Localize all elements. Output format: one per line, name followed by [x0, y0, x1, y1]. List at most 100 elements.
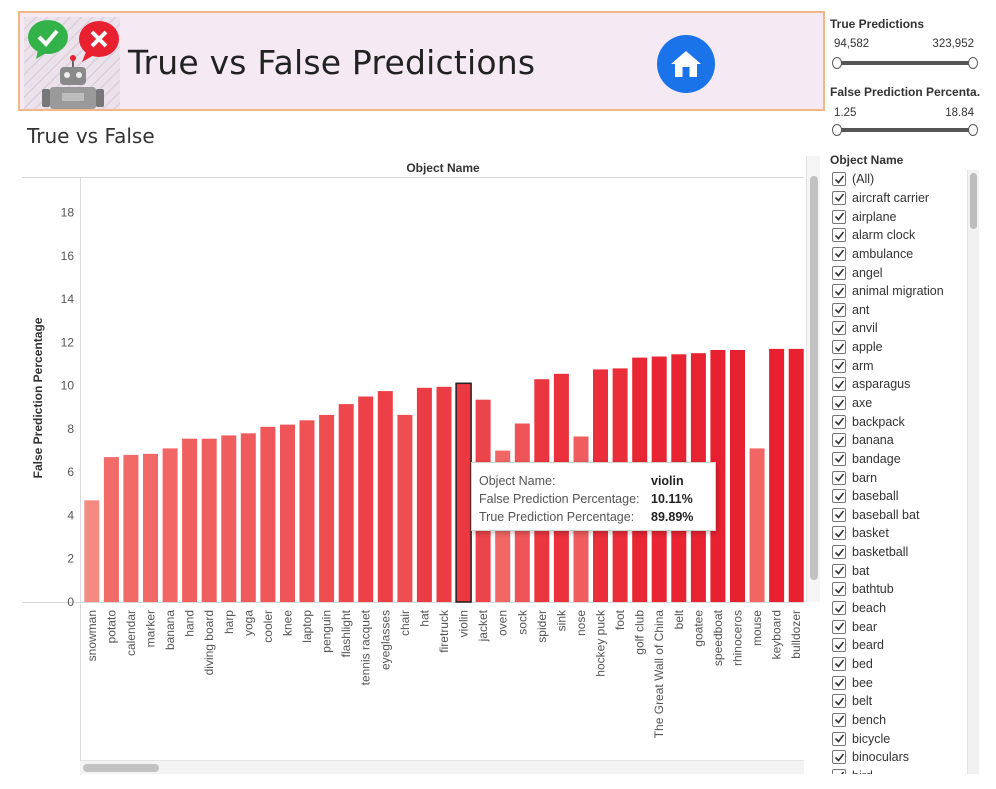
bar-potato[interactable] [103, 457, 119, 602]
object-filter-item[interactable]: bench [832, 711, 968, 730]
object-filter-item[interactable]: airplane [832, 207, 968, 226]
bar-chair[interactable] [397, 414, 413, 602]
checkbox-checked-icon[interactable] [832, 656, 846, 671]
slider-max-handle[interactable] [968, 124, 978, 136]
object-filter-item[interactable]: barn [832, 468, 968, 487]
bar-flashlight[interactable] [338, 404, 354, 602]
false-pct-slider[interactable] [832, 124, 978, 136]
checkbox-checked-icon[interactable] [832, 246, 846, 261]
checkbox-checked-icon[interactable] [832, 321, 846, 336]
object-filter-item[interactable]: baseball bat [832, 506, 968, 525]
bar-rhinoceros[interactable] [730, 350, 745, 602]
bar-hand[interactable] [182, 438, 198, 602]
checkbox-checked-icon[interactable] [832, 302, 846, 317]
bar-firetruck[interactable] [436, 386, 452, 602]
slider-min-handle[interactable] [832, 124, 842, 136]
bar-bulldozer[interactable] [788, 348, 804, 602]
bar-eyeglasses[interactable] [377, 391, 393, 602]
object-filter-item[interactable]: bear [832, 617, 968, 636]
bar-cooler[interactable] [260, 426, 276, 602]
object-filter-item[interactable]: alarm clock [832, 226, 968, 245]
object-filter-item[interactable]: aircraft carrier [832, 189, 968, 208]
bar-speedboat[interactable] [710, 350, 726, 602]
bar-hat[interactable] [416, 387, 432, 602]
chart-vertical-scrollbar[interactable] [806, 156, 820, 602]
checkbox-checked-icon[interactable] [832, 731, 846, 746]
object-filter-item[interactable]: (All) [832, 170, 968, 189]
bar-violin[interactable] [455, 382, 472, 603]
object-filter-item[interactable]: bat [832, 561, 968, 580]
object-filter-item[interactable]: belt [832, 692, 968, 711]
bar-penguin[interactable] [319, 414, 335, 602]
checkbox-checked-icon[interactable] [832, 340, 846, 355]
object-filter-item[interactable]: bandage [832, 450, 968, 469]
object-filter-item[interactable]: asparagus [832, 375, 968, 394]
object-filter-item[interactable]: ambulance [832, 245, 968, 264]
home-button[interactable] [657, 35, 715, 93]
object-list-scrollbar[interactable] [967, 170, 979, 774]
object-filter-item[interactable]: arm [832, 356, 968, 375]
checkbox-checked-icon[interactable] [832, 190, 846, 205]
checkbox-checked-icon[interactable] [832, 470, 846, 485]
checkbox-checked-icon[interactable] [832, 396, 846, 410]
checkbox-checked-icon[interactable] [832, 563, 846, 578]
checkbox-checked-icon[interactable] [832, 209, 846, 224]
checkbox-checked-icon[interactable] [832, 675, 846, 690]
bar-knee[interactable] [280, 424, 295, 602]
checkbox-checked-icon[interactable] [832, 172, 846, 187]
checkbox-checked-icon[interactable] [832, 712, 846, 727]
object-filter-item[interactable]: bee [832, 673, 968, 692]
bar-tennis-racquet[interactable] [358, 396, 374, 603]
object-filter-item[interactable]: apple [832, 338, 968, 357]
bar-diving-board[interactable] [201, 438, 217, 602]
checkbox-checked-icon[interactable] [832, 768, 846, 774]
object-filter-item[interactable]: axe [832, 394, 968, 413]
object-filter-item[interactable]: baseball [832, 487, 968, 506]
object-filter-item[interactable]: basket [832, 524, 968, 543]
checkbox-checked-icon[interactable] [832, 545, 846, 560]
bar-harp[interactable] [221, 435, 237, 602]
object-filter-item[interactable]: ant [832, 300, 968, 319]
checkbox-checked-icon[interactable] [832, 377, 846, 392]
object-filter-item[interactable]: bicycle [832, 729, 968, 748]
chart-horizontal-scrollbar[interactable] [80, 760, 804, 774]
bar-mouse[interactable] [749, 448, 765, 602]
checkbox-checked-icon[interactable] [832, 284, 846, 299]
object-filter-item[interactable]: animal migration [832, 282, 968, 301]
checkbox-checked-icon[interactable] [832, 750, 846, 765]
checkbox-checked-icon[interactable] [832, 228, 846, 243]
object-filter-item[interactable]: bathtub [832, 580, 968, 599]
true-predictions-slider[interactable] [832, 57, 978, 69]
checkbox-checked-icon[interactable] [832, 265, 846, 280]
slider-max-handle[interactable] [968, 57, 978, 69]
checkbox-checked-icon[interactable] [832, 507, 846, 522]
object-filter-item[interactable]: binoculars [832, 748, 968, 767]
object-filter-item[interactable]: banana [832, 431, 968, 450]
bar-calendar[interactable] [123, 454, 139, 602]
checkbox-checked-icon[interactable] [832, 526, 846, 541]
object-filter-item[interactable]: beard [832, 636, 968, 655]
checkbox-checked-icon[interactable] [832, 619, 846, 634]
object-filter-item[interactable]: angel [832, 263, 968, 282]
bar-yoga[interactable] [240, 433, 256, 602]
bar-marker[interactable] [143, 453, 158, 602]
checkbox-checked-icon[interactable] [832, 601, 846, 616]
checkbox-checked-icon[interactable] [832, 489, 846, 504]
bar-snowman[interactable] [84, 500, 100, 602]
slider-min-handle[interactable] [832, 57, 842, 69]
checkbox-checked-icon[interactable] [832, 638, 846, 653]
object-filter-item[interactable]: beach [832, 599, 968, 618]
object-filter-item[interactable]: backpack [832, 412, 968, 431]
checkbox-checked-icon[interactable] [832, 582, 846, 597]
object-filter-item[interactable]: anvil [832, 319, 968, 338]
bar-keyboard[interactable] [769, 348, 785, 602]
object-filter-item[interactable]: bed [832, 655, 968, 674]
bar-laptop[interactable] [299, 420, 315, 602]
checkbox-checked-icon[interactable] [832, 433, 846, 448]
object-filter-item[interactable]: bird [832, 767, 968, 774]
bar-banana[interactable] [162, 448, 178, 602]
checkbox-checked-icon[interactable] [832, 694, 846, 709]
checkbox-checked-icon[interactable] [832, 414, 846, 429]
object-filter-item[interactable]: basketball [832, 543, 968, 562]
checkbox-checked-icon[interactable] [832, 451, 846, 466]
